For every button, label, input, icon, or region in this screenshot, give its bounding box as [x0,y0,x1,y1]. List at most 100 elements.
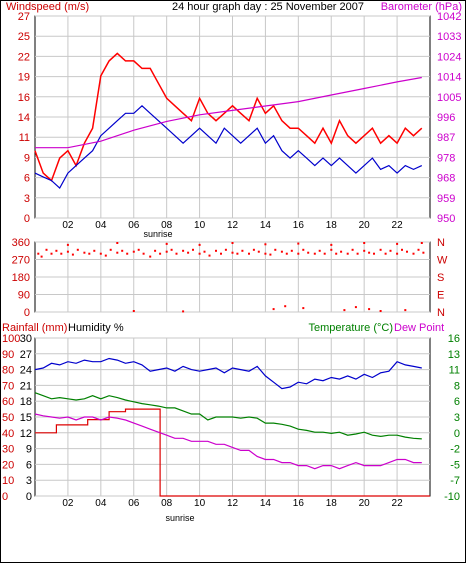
windspeed-tick-label: 6 [24,173,30,185]
temperature-tick-label: 8 [454,380,460,392]
direction-point [40,255,43,258]
direction-point [241,249,244,252]
wind-x-tick-label: 06 [128,220,140,231]
temp-x-tick-label: 16 [293,498,305,509]
direction-point [340,250,343,253]
rainfall-axis-title: Rainfall (mm) [2,322,67,334]
dewpoint-series-line [34,413,422,470]
temp-x-tick-label: 20 [359,498,371,509]
temperature-tick-label: 16 [448,333,460,345]
barometer-tick-label: 1024 [437,51,461,63]
direction-point [302,307,305,310]
windspeed-tick-label: 11 [19,132,30,144]
wind-x-tick-label: 22 [392,220,404,231]
barometer-tick-label: 1033 [437,31,461,43]
sunrise-label-bottom: sunrise [165,513,194,523]
direction-point [104,254,107,257]
rainfall-tick-label: 10 [2,475,14,487]
temperature-tick-label: -10 [444,491,460,503]
temp-x-tick-label: 14 [260,498,272,509]
humidity-axis-title: Humidity % [68,322,124,334]
direction-point [132,310,135,312]
temp-x-tick-label: 12 [227,498,239,509]
barometer-tick-label: 1042 [437,11,461,23]
direction-point [363,242,366,244]
direction-point [109,248,112,251]
direction-point [159,252,162,255]
windspeed-tick-label: 27 [18,11,30,23]
direction-point [307,251,310,254]
temperature-tick-label: 6 [454,396,460,408]
gust-series-line [34,52,423,182]
direction-point [71,253,74,256]
direction-point [50,252,53,255]
windspeed-tick-label: 9 [24,152,30,164]
direction-point [93,249,96,252]
direction-point [401,248,403,251]
direction-point [132,250,135,253]
temperature-tick-label: 11 [449,365,460,377]
barometer-tick-label: 978 [437,152,455,164]
direction-point [412,252,415,255]
direction-point [154,249,157,252]
humidity-tick-label: 24 [20,365,32,377]
direction-point [330,243,333,246]
direction-point [313,252,316,255]
direction-point [83,251,86,254]
direction-point [335,252,338,255]
direction-point [396,242,399,245]
direction-point [323,252,326,255]
direction-point [280,250,283,253]
humidity-tick-label: 15 [20,412,32,424]
temp-x-tick-label: 18 [326,498,338,509]
direction-point [257,250,260,253]
direction-point [264,243,267,246]
direction-point [182,249,185,252]
direction-point [37,252,40,255]
direction-point [215,249,217,252]
direction-point [368,251,371,254]
rainfall-tick-label: 80 [2,365,14,377]
barometer-tick-label: 968 [437,173,455,185]
direction-point [297,252,300,255]
direction-tick-label: 180 [12,272,30,284]
direction-point [220,252,222,255]
direction-point [252,248,255,251]
direction-point [379,248,382,251]
direction-point [343,309,346,312]
windspeed-tick-label: 0 [24,213,30,225]
direction-point [406,250,408,253]
direction-point [379,310,382,312]
direction-point [373,252,375,255]
wind-x-tick-label: 18 [326,220,338,231]
dewpoint-axis-title: Dew Point [394,322,444,334]
direction-point [55,249,58,252]
direction-point [187,251,190,254]
direction-tick-label: 90 [18,290,30,302]
barometer-tick-label: 950 [437,213,455,225]
direction-point [420,242,423,244]
compass-tick-label: S [437,272,444,284]
direction-point [88,252,91,255]
temp-x-tick-label: 04 [95,498,107,509]
direction-point [264,252,267,255]
direction-point [417,248,420,251]
direction-point [346,252,349,255]
rain-series-line [35,408,430,497]
direction-point [285,252,288,255]
temperature-tick-label: -2 [450,444,460,456]
direction-point [224,248,227,251]
direction-point [396,252,399,255]
windspeed-tick-label: 22 [18,51,30,63]
direction-point [384,252,387,255]
humidity-tick-label: 18 [20,396,32,408]
direction-point [66,250,69,253]
humidity-tick-label: 0 [26,491,32,503]
wind-x-tick-label: 10 [194,220,206,231]
rainfall-tick-label: 90 [2,349,14,361]
temperature-tick-label: 3 [454,412,460,424]
direction-point [198,252,201,255]
direction-tick-label: 270 [12,255,30,267]
